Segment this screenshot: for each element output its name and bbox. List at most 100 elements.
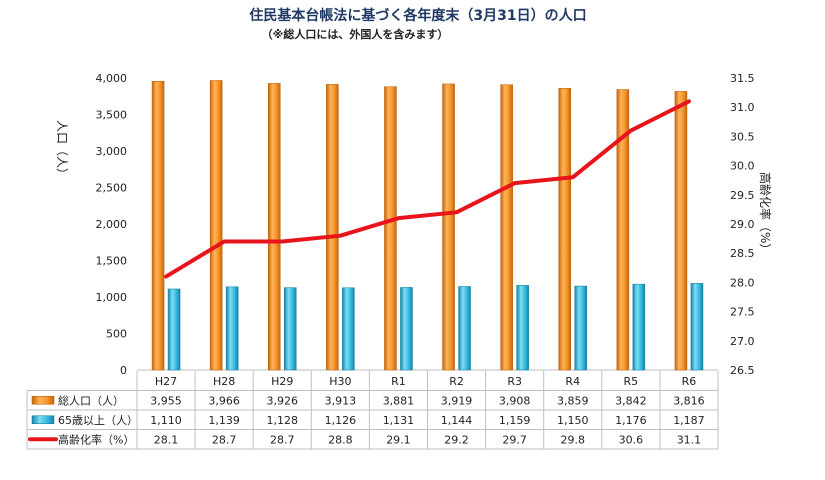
data-label: 1,126 — [325, 414, 357, 427]
line-point — [164, 275, 168, 279]
data-label: 3,919 — [441, 394, 473, 407]
y2-axis-ticks: 26.5 27.0 27.5 28.0 28.5 29.0 29.5 30.0 30.5 31.0… — [730, 72, 755, 377]
data-label: 29.2 — [444, 433, 469, 446]
y2-tick-label: 31.5 — [730, 72, 755, 85]
chart-subtitle: （※総人口には、外国人を含みます） — [262, 27, 449, 41]
line-point — [513, 181, 517, 185]
data-label: 3,842 — [615, 394, 647, 407]
x-tick-label: H29 — [271, 375, 293, 388]
data-label: 3,816 — [673, 394, 705, 407]
bar-total-population — [268, 83, 281, 371]
data-label: 1,150 — [557, 414, 589, 427]
bar-over-65 — [167, 288, 181, 371]
line-point — [338, 234, 342, 238]
legend-label: 65歳以上（人） — [58, 414, 138, 427]
data-label: 3,859 — [557, 394, 589, 407]
bar-total-population — [500, 84, 513, 371]
x-tick-label: R5 — [624, 375, 639, 388]
line-point — [396, 216, 400, 220]
data-label: 1,144 — [441, 414, 473, 427]
bar-over-65 — [690, 283, 704, 371]
y2-tick-label: 30.0 — [730, 160, 755, 173]
bar-over-65 — [574, 285, 587, 371]
y-tick-label: 2,500 — [96, 182, 128, 195]
bar-over-65 — [342, 287, 355, 371]
x-tick-label: H30 — [329, 375, 351, 388]
x-tick-label: R3 — [507, 375, 522, 388]
data-label: 29.8 — [561, 433, 586, 446]
y-tick-label: 3,500 — [96, 109, 128, 122]
line-point — [571, 175, 575, 179]
bar-total-population — [384, 86, 397, 371]
bar-total-population — [151, 81, 165, 371]
line-point — [455, 210, 459, 214]
data-label: 3,908 — [499, 394, 531, 407]
bar-over-65 — [225, 286, 239, 371]
data-label: 1,176 — [615, 414, 647, 427]
bar-over-65 — [632, 283, 646, 371]
data-label: 3,926 — [267, 394, 299, 407]
y-axis-ticks: 0 500 1,000 1,500 2,000 2,500 3,000 3,500 4,000 — [96, 72, 128, 377]
x-tick-label: R2 — [449, 375, 464, 388]
x-tick-label: R1 — [391, 375, 406, 388]
bar-over-65 — [516, 285, 529, 371]
legend-label: 総人口（人） — [58, 393, 124, 407]
line-point — [280, 240, 284, 244]
x-tick-label: R6 — [682, 375, 697, 388]
line-point — [687, 99, 691, 103]
y-tick-label: 4,000 — [96, 72, 128, 85]
y-tick-label: 500 — [106, 328, 127, 341]
bar-total-population — [442, 83, 455, 371]
y-tick-label: 1,500 — [96, 255, 128, 268]
data-label: 3,881 — [383, 394, 415, 407]
x-tick-label: R4 — [565, 375, 580, 388]
y-tick-label: 0 — [120, 364, 127, 377]
data-label: 1,159 — [499, 414, 531, 427]
bars-group — [151, 80, 704, 371]
y-axis-label: 人口（人） — [55, 120, 69, 180]
x-tick-label: H28 — [213, 375, 235, 388]
data-label: 28.8 — [328, 433, 353, 446]
data-label: 3,913 — [325, 394, 357, 407]
chart-title: 住民基本台帳法に基づく各年度末（3月31日）の人口 — [249, 7, 586, 24]
bar-total-population — [616, 89, 630, 371]
data-label: 1,131 — [383, 414, 415, 427]
bar-total-population — [558, 88, 571, 371]
bar-over-65 — [458, 286, 471, 371]
y-tick-label: 2,000 — [96, 218, 128, 231]
data-table: H27 H28 H29 H30 R1 R2 R3 R4 R5 R6 総人口（人） 3,955 3,966… — [26, 371, 719, 450]
y2-tick-label: 30.5 — [730, 130, 755, 143]
line-aging-rate — [164, 99, 691, 279]
y2-tick-label: 29.0 — [730, 218, 755, 231]
bar-over-65 — [400, 287, 413, 371]
y2-tick-label: 28.5 — [730, 247, 755, 260]
line-point — [222, 240, 226, 244]
line-series-group — [164, 99, 691, 279]
data-label: 3,955 — [150, 394, 182, 407]
y2-axis-label: 高齢化率（%） — [758, 172, 773, 255]
data-label: 29.1 — [386, 433, 411, 446]
data-label: 31.1 — [677, 433, 702, 446]
bar-total-population — [674, 91, 688, 371]
data-label: 1,128 — [267, 414, 299, 427]
bar-total-population — [209, 80, 223, 371]
data-label: 28.1 — [154, 433, 179, 446]
legend-label: 高齢化率（%） — [58, 432, 134, 446]
y-tick-label: 1,000 — [96, 291, 128, 304]
y2-tick-label: 28.0 — [730, 276, 755, 289]
legend-key — [31, 415, 55, 424]
data-label: 28.7 — [212, 433, 237, 446]
y2-tick-label: 27.0 — [730, 335, 755, 348]
data-label: 1,139 — [208, 414, 240, 427]
line-point — [629, 129, 633, 133]
bar-over-65 — [284, 287, 297, 371]
y2-tick-label: 26.5 — [730, 364, 755, 377]
y2-tick-label: 29.5 — [730, 189, 755, 202]
data-label: 30.6 — [619, 433, 644, 446]
bar-total-population — [326, 84, 339, 371]
data-label: 1,187 — [673, 414, 705, 427]
data-label: 28.7 — [270, 433, 295, 446]
y-tick-label: 3,000 — [96, 145, 128, 158]
y2-tick-label: 27.5 — [730, 306, 755, 319]
